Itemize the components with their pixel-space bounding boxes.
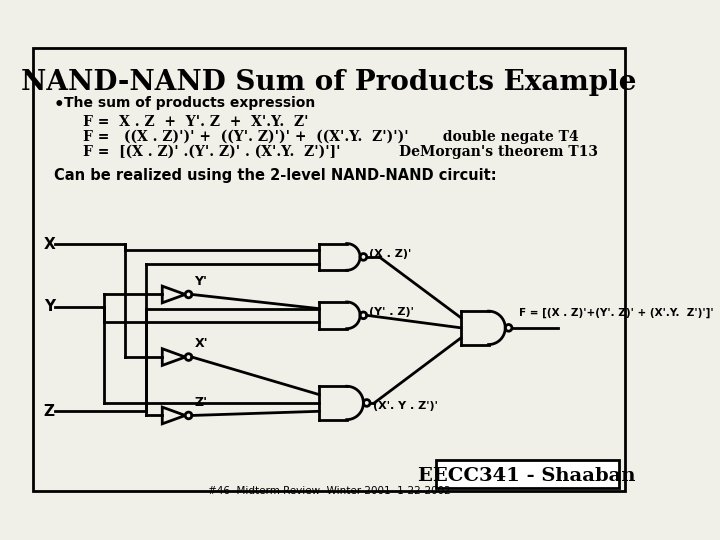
Text: Z: Z [44,404,55,419]
Text: (X . Z)': (X . Z)' [369,248,411,259]
Text: Y: Y [44,300,55,314]
FancyBboxPatch shape [436,460,618,488]
Text: Z': Z' [194,396,207,409]
Text: Can be realized using the 2-level NAND-NAND circuit:: Can be realized using the 2-level NAND-N… [54,167,496,183]
Text: F =  X . Z  +  Y'. Z  +  X'.Y.  Z': F = X . Z + Y'. Z + X'.Y. Z' [83,115,308,129]
Text: •: • [54,96,64,114]
Text: X: X [44,237,55,252]
Text: F =   ((X . Z)')' +  ((Y'. Z)')' +  ((X'.Y.  Z')')'       double negate T4: F = ((X . Z)')' + ((Y'. Z)')' + ((X'.Y. … [83,130,579,145]
Text: (X'. Y . Z')': (X'. Y . Z')' [372,401,438,411]
Text: NAND-NAND Sum of Products Example: NAND-NAND Sum of Products Example [22,69,637,96]
Text: F =  [(X . Z)' .(Y'. Z)' . (X'.Y.  Z')']'            DeMorgan's theorem T13: F = [(X . Z)' .(Y'. Z)' . (X'.Y. Z')']' … [83,145,598,159]
Text: (Y' . Z)': (Y' . Z)' [369,307,414,317]
FancyBboxPatch shape [33,48,626,490]
Text: Y': Y' [194,275,207,288]
Text: EECC341 - Shaaban: EECC341 - Shaaban [418,468,636,485]
Text: X': X' [194,338,208,350]
Text: The sum of products expression: The sum of products expression [64,96,315,110]
Text: F = [(X . Z)'+(Y'. Z)' + (X'.Y.  Z')']': F = [(X . Z)'+(Y'. Z)' + (X'.Y. Z')']' [518,308,714,318]
Text: #46  Midterm Review  Winter 2001  1-22-2002: #46 Midterm Review Winter 2001 1-22-2002 [208,485,451,496]
